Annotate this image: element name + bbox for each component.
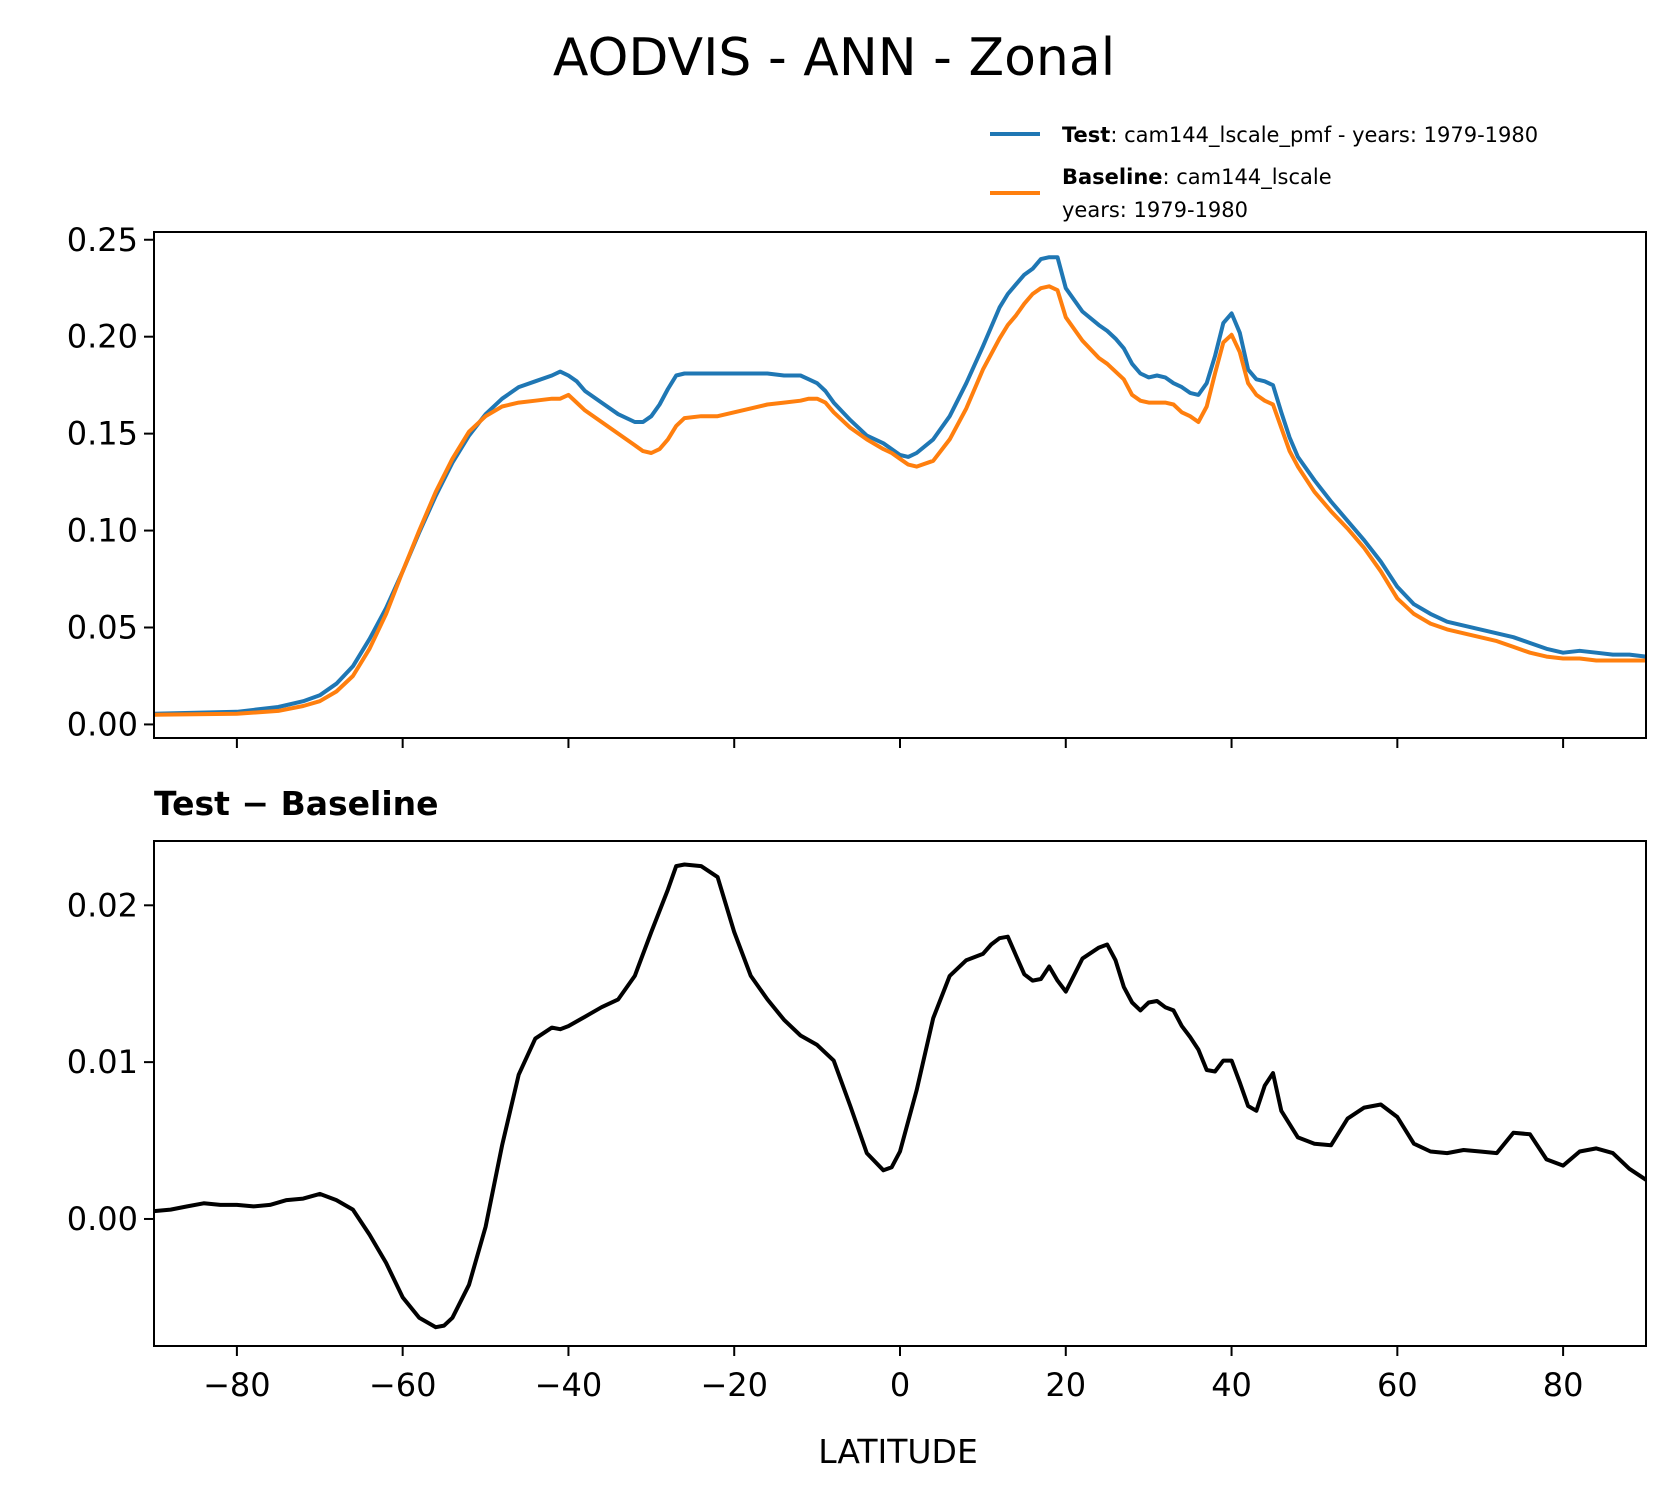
top-panel: 0.00 0.05 0.10 0.15 0.20 0.25 [67,221,1647,748]
top-ytick-label: 0.00 [67,705,138,743]
top-series-test-line [153,255,1647,716]
top-series-layer [153,255,1647,717]
x-axis-label: LATITUDE [818,1432,978,1471]
legend: Test: cam144_lscale_pmf - years: 1979-19… [990,123,1538,222]
bottom-ytick-label: 0.02 [67,886,138,924]
legend-test-entry: Test: cam144_lscale_pmf - years: 1979-19… [1062,123,1538,148]
bottom-xtick-label: 20 [1045,1366,1086,1404]
top-ytick-label: 0.20 [67,318,138,356]
bottom-xtick-label: 0 [890,1366,910,1404]
bottom-xtick-label: −20 [700,1366,768,1404]
bottom-xtick-label: −80 [203,1366,271,1404]
top-ytick-label: 0.05 [67,608,138,646]
top-series-baseline-line [153,284,1646,717]
bottom-ytick-label: 0.00 [67,1200,138,1238]
legend-baseline-label: Baseline [1062,165,1163,189]
bottom-panel: 0.00 0.01 0.02 −80 −60 −40 −20 0 20 40 60 80 [67,840,1648,1404]
diff-title-left: Test [154,784,230,823]
top-yticks: 0.00 0.05 0.10 0.15 0.20 0.25 [67,221,154,743]
bottom-xtick-label: 40 [1211,1366,1252,1404]
top-axes-frame [153,231,1647,739]
bottom-xtick-label: 60 [1377,1366,1418,1404]
top-ytick-label: 0.10 [67,512,138,550]
bottom-xtick-label: −40 [535,1366,603,1404]
bottom-series-diff-line [153,862,1648,1330]
bottom-ytick-label: 0.01 [67,1043,138,1081]
top-ytick-label: 0.25 [67,221,138,259]
top-xticks [235,738,1565,748]
legend-baseline-text-1: : cam144_lscale [1163,165,1332,190]
legend-baseline-entry: Baseline: cam144_lscale [1062,165,1332,190]
figure-title: AODVIS - ANN - Zonal [553,28,1115,88]
bottom-yticks: 0.00 0.01 0.02 [67,886,154,1238]
diff-title-op: − [230,784,281,823]
top-ytick-label: 0.15 [67,415,138,453]
bottom-xtick-label: 80 [1543,1366,1584,1404]
diff-panel-title: Test − Baseline [154,784,439,823]
bottom-xticks: −80 −60 −40 −20 0 20 40 60 80 [203,1346,1583,1404]
legend-test-label: Test [1062,123,1110,147]
legend-baseline-text-2: years: 1979-1980 [1062,198,1248,222]
bottom-series-layer [153,862,1648,1330]
diff-title-right: Baseline [281,784,439,823]
legend-test-text: : cam144_lscale_pmf - years: 1979-1980 [1110,123,1538,148]
bottom-axes-frame [153,840,1647,1347]
bottom-xtick-label: −60 [369,1366,437,1404]
